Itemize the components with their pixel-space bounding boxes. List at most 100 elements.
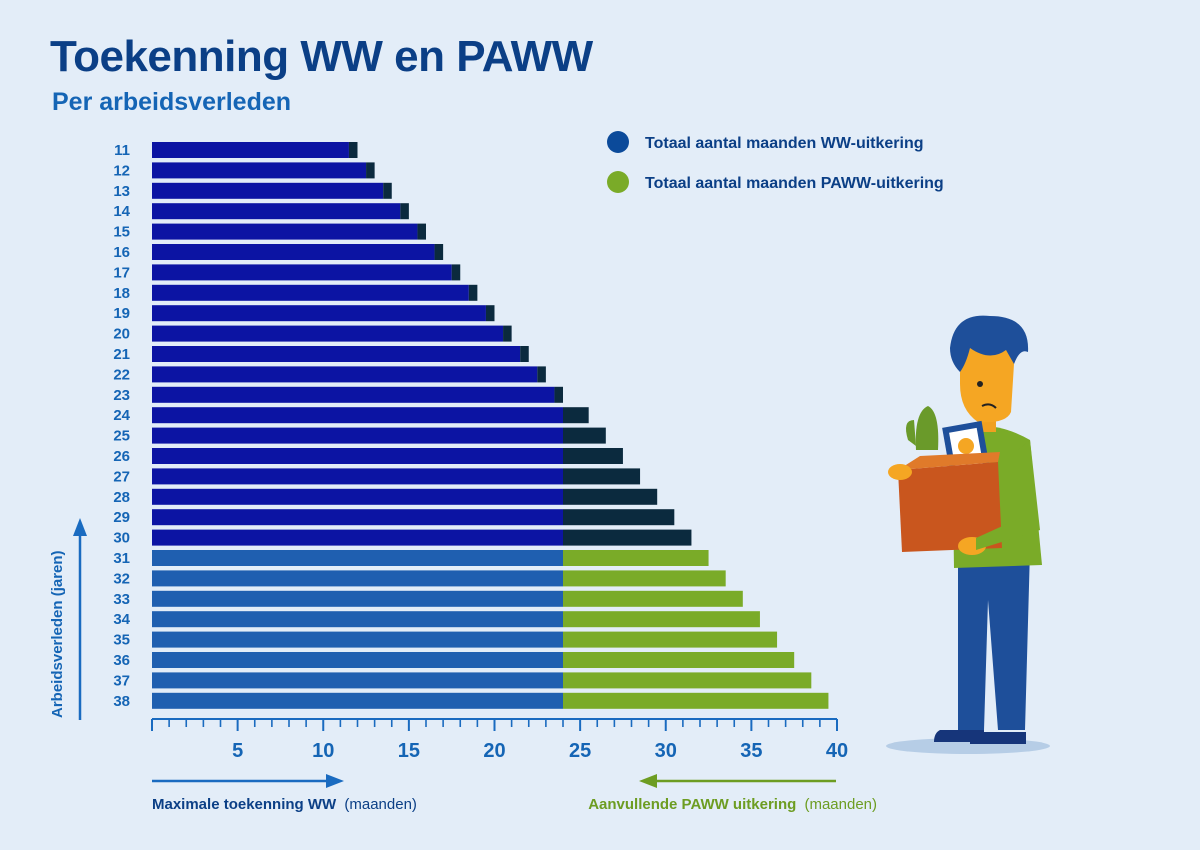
x-tick-label-20: 20 — [483, 740, 505, 762]
eye — [977, 381, 983, 387]
legs — [958, 550, 1030, 730]
bar-paww-28 — [563, 488, 658, 505]
category-label-11: 11 — [114, 142, 130, 159]
x-axis-unit-ww: (maanden) — [344, 796, 417, 813]
x-tick-label-5: 5 — [232, 740, 243, 762]
bar-paww-37 — [563, 672, 812, 689]
bar-paww-33 — [563, 590, 743, 607]
bar-ww-20 — [152, 325, 504, 342]
bar-paww-32 — [563, 570, 726, 587]
category-label-14: 14 — [113, 203, 130, 220]
box-front — [898, 462, 1002, 552]
bar-ww-32 — [152, 570, 563, 587]
cactus-arm — [906, 420, 916, 446]
bar-ww-21 — [152, 346, 521, 362]
category-label-36: 36 — [113, 652, 130, 669]
mouth — [981, 403, 997, 409]
bar-ww-24 — [152, 407, 563, 424]
hair — [950, 315, 1029, 372]
bar-paww-19 — [485, 305, 495, 322]
x-axis-unit-paww: (maanden) — [804, 796, 877, 813]
legend: Totaal aantal maanden WW-uitkering Totaa… — [607, 131, 944, 193]
bar-paww-31 — [563, 550, 709, 566]
x-axis: 5 10 15 20 25 30 35 40 — [151, 718, 848, 762]
bar-ww-11 — [152, 142, 349, 158]
chart-title: Toekenning WW en PAWW — [50, 32, 593, 81]
bar-ww-28 — [152, 488, 563, 505]
person-with-box-illustration — [886, 315, 1050, 754]
bar-paww-29 — [563, 509, 675, 526]
bar-paww-17 — [451, 264, 461, 281]
bar-paww-27 — [563, 468, 641, 485]
bar-ww-23 — [152, 386, 555, 403]
category-label-33: 33 — [113, 591, 130, 608]
category-label-17: 17 — [113, 264, 130, 281]
bar-ww-38 — [152, 692, 563, 709]
legend-label-ww: Totaal aantal maanden WW-uitkering — [645, 135, 924, 152]
bar-ww-26 — [152, 448, 563, 464]
bar-paww-16 — [434, 244, 444, 260]
bar-ww-29 — [152, 509, 563, 526]
category-label-19: 19 — [113, 305, 130, 322]
x-axis-labels: Maximale toekenning WW (maanden) Aanvull… — [152, 774, 877, 813]
x-tick-label-10: 10 — [312, 740, 334, 762]
bar-paww-11 — [348, 142, 358, 158]
bar-paww-38 — [563, 692, 829, 709]
bar-ww-31 — [152, 550, 563, 566]
legend-marker-ww — [607, 131, 629, 153]
bar-paww-36 — [563, 652, 795, 668]
x-axis-label-paww: Aanvullende PAWW uitkering — [588, 796, 796, 813]
y-axis-arrowhead — [73, 518, 87, 536]
category-label-23: 23 — [113, 387, 130, 404]
category-label-32: 32 — [113, 570, 130, 587]
bar-paww-34 — [563, 611, 760, 628]
bar-ww-13 — [152, 182, 384, 199]
y-axis-label-group: Arbeidsverleden (jaren) — [49, 518, 87, 720]
bar-paww-13 — [383, 182, 392, 199]
hand-left — [888, 464, 912, 480]
category-label-12: 12 — [113, 162, 130, 179]
category-label-25: 25 — [113, 428, 130, 445]
category-label-24: 24 — [113, 407, 130, 424]
bar-ww-15 — [152, 223, 418, 240]
ww-direction-arrowhead — [326, 774, 344, 788]
bar-paww-20 — [503, 325, 512, 342]
shoe-right — [970, 732, 1026, 744]
bar-paww-35 — [563, 631, 778, 648]
svg-text:Maximale toekenning WW (: Maximale toekenning WW (maanden) — [152, 796, 417, 813]
category-label-29: 29 — [113, 509, 130, 526]
bar-ww-17 — [152, 264, 452, 281]
cactus — [915, 406, 939, 450]
category-label-28: 28 — [113, 489, 130, 506]
bar-paww-23 — [554, 386, 563, 403]
bar-ww-33 — [152, 590, 563, 607]
category-label-27: 27 — [113, 468, 130, 485]
bars-group — [152, 142, 829, 709]
category-label-15: 15 — [113, 224, 130, 241]
chart-subtitle: Per arbeidsverleden — [52, 88, 292, 116]
arm-right — [976, 440, 1040, 550]
category-label-18: 18 — [113, 285, 130, 302]
category-label-35: 35 — [113, 632, 130, 649]
bar-ww-30 — [152, 529, 563, 546]
legend-marker-paww — [607, 171, 629, 193]
x-tick-label-15: 15 — [398, 740, 420, 762]
x-tick-label-30: 30 — [655, 740, 677, 762]
category-label-21: 21 — [113, 346, 130, 363]
paww-direction-arrowhead — [639, 774, 657, 788]
bar-ww-14 — [152, 203, 401, 220]
bar-paww-25 — [563, 427, 606, 444]
x-tick-label-40: 40 — [826, 740, 848, 762]
x-tick-label-25: 25 — [569, 740, 591, 762]
box-top-edge — [898, 452, 1000, 470]
category-label-16: 16 — [113, 244, 130, 261]
bar-paww-18 — [468, 284, 478, 301]
category-label-31: 31 — [113, 550, 130, 567]
bar-paww-30 — [563, 529, 692, 546]
bar-ww-12 — [152, 162, 367, 179]
category-label-26: 26 — [113, 448, 130, 465]
bar-ww-16 — [152, 244, 435, 260]
bar-ww-35 — [152, 631, 563, 648]
bar-paww-12 — [366, 162, 375, 179]
